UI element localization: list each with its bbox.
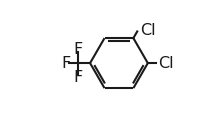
- Text: F: F: [73, 70, 82, 85]
- Text: Cl: Cl: [140, 24, 156, 38]
- Text: Cl: Cl: [158, 56, 174, 71]
- Text: F: F: [73, 42, 82, 57]
- Text: F: F: [61, 56, 71, 71]
